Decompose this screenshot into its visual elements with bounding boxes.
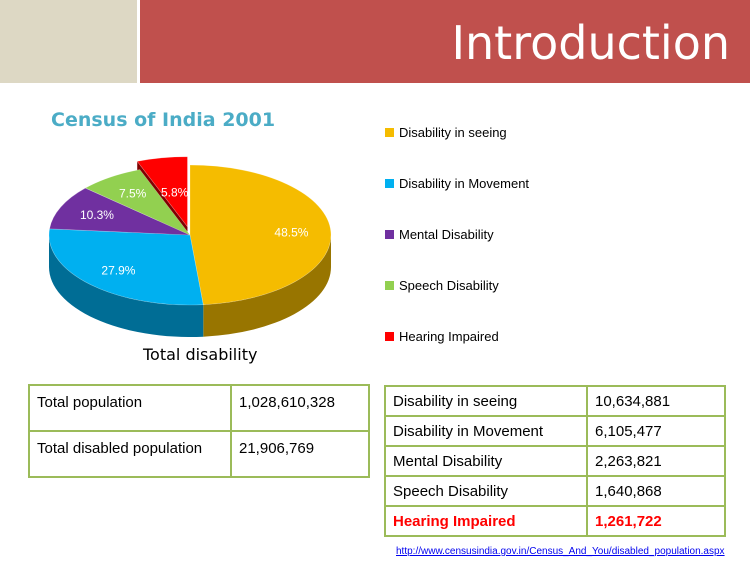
- pie-data-label: 5.8%: [161, 185, 189, 199]
- table-cell-value: 1,261,722: [586, 505, 726, 537]
- table-row: Speech Disability 1,640,868: [384, 475, 726, 507]
- table-cell-label: Disability in Movement: [384, 415, 588, 447]
- table-cell-label: Mental Disability: [384, 445, 588, 477]
- chart-xlabel: Total disability: [143, 345, 258, 364]
- table-cell-label: Speech Disability: [384, 475, 588, 507]
- pie-slice: [84, 169, 191, 236]
- table-row: Total population 1,028,610,328: [28, 384, 370, 432]
- source-link[interactable]: http://www.censusindia.gov.in/Census_And…: [396, 546, 725, 557]
- legend-item-speech: Speech Disability: [385, 278, 499, 293]
- table-cell-label: Total population: [28, 384, 232, 432]
- legend-item-movement: Disability in Movement: [385, 176, 529, 191]
- table-cell-value: 6,105,477: [586, 415, 726, 447]
- table-cell-label: Hearing Impaired: [384, 505, 588, 537]
- legend-item-mental: Mental Disability: [385, 227, 494, 242]
- table-cell-value: 1,640,868: [586, 475, 726, 507]
- header-banner: Introduction: [140, 0, 750, 83]
- pie-data-label: 27.9%: [101, 264, 135, 278]
- legend-swatch: [385, 128, 394, 137]
- pie-data-label: 48.5%: [274, 226, 308, 240]
- pie-slice-side: [203, 235, 331, 337]
- pie-tops: [48, 156, 332, 306]
- table-cell-value: 21,906,769: [230, 430, 370, 478]
- legend-swatch: [385, 332, 394, 341]
- table-cell-label: Total disabled population: [28, 430, 232, 478]
- legend-label: Mental Disability: [399, 227, 494, 242]
- legend-swatch: [385, 179, 394, 188]
- legend-label: Hearing Impaired: [399, 329, 499, 344]
- table-row: Mental Disability 2,263,821: [384, 445, 726, 477]
- table-cell-label: Disability in seeing: [384, 385, 588, 417]
- chart-title: Census of India 2001: [51, 109, 276, 131]
- pie-data-label: 7.5%: [119, 186, 147, 200]
- table-cell-value: 10,634,881: [586, 385, 726, 417]
- legend-label: Speech Disability: [399, 278, 499, 293]
- table-row-highlight: Hearing Impaired 1,261,722: [384, 505, 726, 537]
- pie-data-label: 10.3%: [80, 208, 114, 222]
- legend-label: Disability in Movement: [399, 176, 530, 191]
- slide-title: Introduction: [451, 16, 730, 70]
- table-row: Total disabled population 21,906,769: [28, 430, 370, 478]
- pie-slice: [189, 164, 332, 306]
- table-cell-value: 2,263,821: [586, 445, 726, 477]
- table-row: Disability in seeing 10,634,881: [384, 385, 726, 417]
- legend-swatch: [385, 230, 394, 239]
- legend-swatch: [385, 281, 394, 290]
- pie-slice: [49, 187, 191, 236]
- legend-item-hearing: Hearing Impaired: [385, 329, 499, 344]
- table-cell-value: 1,028,610,328: [230, 384, 370, 432]
- header-accent-left: [0, 0, 137, 83]
- legend-label: Disability in seeing: [399, 125, 507, 140]
- population-table: Total population 1,028,610,328 Total dis…: [28, 384, 370, 478]
- table-row: Disability in Movement 6,105,477: [384, 415, 726, 447]
- pie-chart: 48.5% 27.9% 10.3% 7.5% 5.8%: [48, 156, 332, 337]
- disability-table: Disability in seeing 10,634,881 Disabili…: [384, 385, 726, 537]
- pie-slice: [48, 228, 204, 306]
- legend-item-seeing: Disability in seeing: [385, 125, 507, 140]
- pie-slice: [136, 156, 188, 228]
- pie-slice-side: [49, 235, 204, 337]
- pie-labels: 48.5% 27.9% 10.3% 7.5% 5.8%: [80, 185, 309, 277]
